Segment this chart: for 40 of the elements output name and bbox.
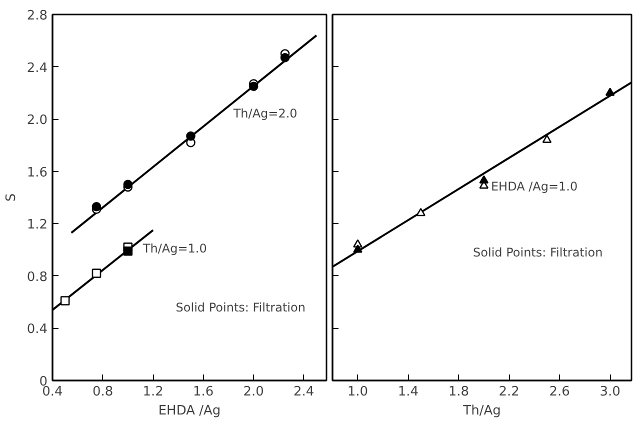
y-tick-label: 0.8	[26, 270, 48, 285]
x-tick-label: 2.6	[549, 384, 570, 400]
y-tick-label: 2.8	[26, 8, 48, 24]
y-axis-title: S	[4, 193, 19, 202]
annotation: EHDA /Ag=1.0	[490, 180, 578, 194]
point	[186, 131, 196, 141]
x-tick-label: 1.2	[142, 384, 164, 400]
x-tick-label: 1.8	[448, 384, 470, 400]
y-tick-label: 2.4	[26, 60, 48, 76]
y-tick-label: 2.0	[26, 113, 48, 128]
annotation: Th/Ag=2.0	[232, 106, 298, 120]
point	[123, 180, 133, 190]
annotation: Solid Points: Filtration	[176, 300, 306, 314]
point	[542, 134, 552, 143]
point	[92, 202, 102, 212]
x-tick-label: 0.8	[92, 384, 114, 400]
x-tick-label: 0.4	[42, 384, 63, 400]
point	[605, 88, 615, 96]
y-tick-label: 1.6	[26, 165, 48, 180]
x-tick-label: 1.6	[192, 384, 214, 400]
x-tick-label: 3.0	[600, 384, 620, 400]
annotation: Th/Ag=1.0	[142, 242, 207, 256]
point	[280, 52, 290, 62]
annotation: Solid Points: Filtration	[473, 245, 603, 260]
y-tick-label: 1.2	[26, 218, 48, 233]
point	[479, 175, 489, 184]
x-axis-title: EHDA /Ag	[158, 404, 221, 418]
point	[416, 208, 426, 216]
point	[248, 82, 258, 92]
x-tick-label: 2.0	[243, 384, 264, 400]
point	[92, 268, 102, 278]
point	[123, 246, 133, 256]
y-tick-label: 0.4	[26, 322, 48, 338]
point	[353, 244, 362, 253]
x-axis-title: Th/Ag	[462, 404, 501, 418]
x-tick-label: 2.2	[498, 384, 520, 400]
point	[60, 296, 70, 306]
x-tick-label: 2.4	[294, 384, 314, 400]
x-tick-label: 1.4	[398, 384, 419, 400]
x-tick-label: 1.0	[347, 384, 368, 400]
